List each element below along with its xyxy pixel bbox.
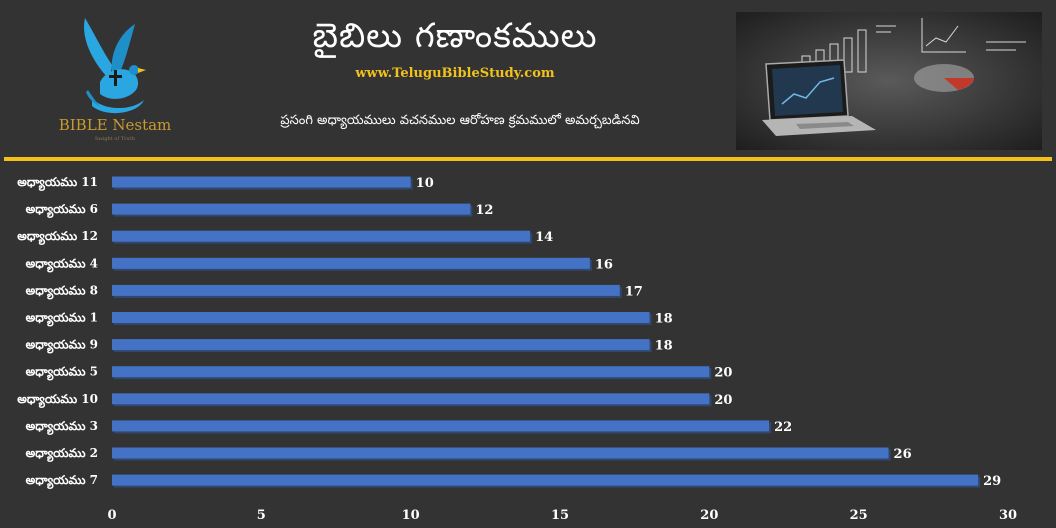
- category-label: అధ్యాయము 6: [26, 202, 98, 218]
- category-label: అధ్యాయము 3: [26, 419, 98, 435]
- data-label: 26: [894, 447, 912, 462]
- category-label: అధ్యాయము 5: [26, 365, 98, 381]
- data-label: 22: [774, 420, 792, 435]
- x-tick-label: 20: [700, 508, 718, 523]
- bar: [112, 393, 710, 405]
- data-label: 16: [595, 257, 613, 272]
- category-label: అధ్యాయము 9: [26, 338, 98, 354]
- x-tick-label: 10: [402, 508, 420, 523]
- data-label: 18: [655, 339, 673, 354]
- x-tick-label: 5: [257, 508, 266, 523]
- data-label: 29: [983, 474, 1001, 489]
- bar-chart: అధ్యాయము 11 10 అధ్యాయము 6 12 అధ్యాయము 12 14 అధ…: [17, 175, 1017, 523]
- x-tick-label: 0: [107, 508, 116, 523]
- bar: [112, 420, 770, 432]
- chart-subtitle: ప్రసంగి అధ్యాయములు వచనముల ఆరోహణ క్రమములో…: [280, 113, 640, 128]
- bar: [112, 284, 620, 296]
- bar: [112, 176, 411, 188]
- laptop-charts-illustration: [736, 12, 1042, 150]
- category-label: అధ్యాయము 4: [26, 256, 98, 272]
- category-label: అధ్యాయము 1: [26, 311, 98, 327]
- category-label: అధ్యాయము 11: [17, 175, 98, 191]
- category-label: అధ్యాయము 8: [26, 283, 98, 299]
- category-label: అధ్యాయము 10: [17, 392, 98, 408]
- data-label: 14: [535, 230, 553, 245]
- dove-cross-hand-icon: [84, 18, 146, 114]
- data-label: 18: [655, 312, 673, 327]
- gold-divider: [4, 157, 1052, 161]
- bar: [112, 203, 471, 215]
- data-label: 12: [475, 203, 493, 218]
- bar: [112, 312, 650, 323]
- data-label: 10: [416, 176, 434, 191]
- bar: [112, 447, 889, 459]
- logo-tagline: Insight of Truth: [94, 136, 135, 142]
- data-label: 20: [714, 366, 732, 381]
- bar: [112, 257, 590, 269]
- logo[interactable]: BIBLE Nestam Insight of Truth: [40, 10, 190, 150]
- x-tick-label: 30: [999, 508, 1017, 523]
- x-tick-label: 25: [850, 508, 868, 523]
- category-label: అధ్యాయము 7: [26, 473, 98, 489]
- data-label: 20: [714, 393, 732, 408]
- page-title: బైబిలు గణాంకములు: [312, 16, 598, 56]
- bar: [112, 230, 531, 242]
- data-label: 17: [625, 284, 643, 299]
- bar: [112, 474, 979, 486]
- category-label: అధ్యాయము 2: [26, 446, 98, 462]
- x-tick-label: 15: [551, 508, 569, 523]
- logo-text: BIBLE Nestam: [58, 116, 172, 134]
- bar: [112, 366, 710, 378]
- bar: [112, 339, 650, 351]
- category-label: అధ్యాయము 12: [17, 229, 98, 245]
- header: BIBLE Nestam Insight of Truth బైబిలు గణా…: [0, 0, 1056, 156]
- header-illustration: [736, 12, 1042, 150]
- website-link[interactable]: www.TeluguBibleStudy.com: [355, 66, 555, 81]
